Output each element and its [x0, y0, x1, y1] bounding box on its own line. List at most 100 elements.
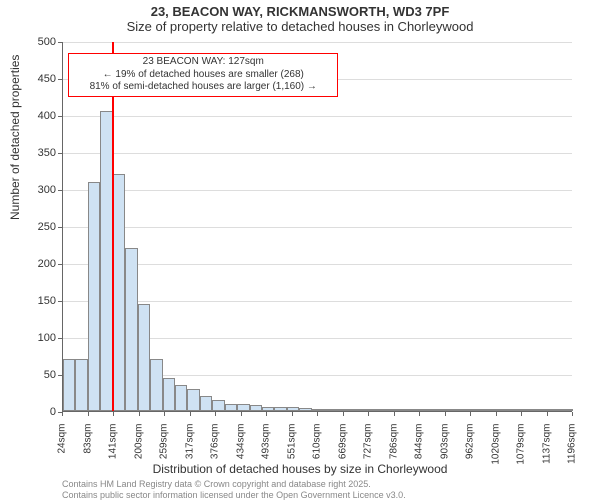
x-tick-mark — [547, 412, 548, 416]
histogram-bar — [523, 409, 535, 411]
x-tick-label: 727sqm — [363, 424, 374, 474]
y-tick-mark — [58, 264, 62, 265]
histogram-bar — [511, 409, 523, 411]
histogram-bar — [88, 182, 100, 411]
histogram-bar — [225, 404, 237, 411]
y-tick-mark — [58, 42, 62, 43]
callout-line1: 23 BEACON WAY: 127sqm — [73, 56, 333, 69]
x-tick-label: 903sqm — [439, 424, 450, 474]
histogram-bar — [125, 248, 137, 411]
gridline — [63, 264, 572, 265]
histogram-bar — [386, 409, 398, 411]
histogram-bar — [187, 389, 199, 411]
y-tick-mark — [58, 79, 62, 80]
histogram-bar — [299, 408, 311, 411]
histogram-bar — [399, 409, 411, 411]
histogram-bar — [486, 409, 498, 411]
y-tick-label: 300 — [16, 184, 56, 196]
x-tick-label: 83sqm — [82, 424, 93, 474]
gridline — [63, 190, 572, 191]
histogram-plot-area: 23 BEACON WAY: 127sqm← 19% of detached h… — [62, 42, 572, 412]
y-tick-label: 450 — [16, 73, 56, 85]
gridline — [63, 301, 572, 302]
gridline — [63, 42, 572, 43]
x-tick-mark — [113, 412, 114, 416]
histogram-bar — [449, 409, 461, 411]
x-tick-mark — [317, 412, 318, 416]
x-tick-mark — [470, 412, 471, 416]
x-tick-label: 200sqm — [133, 424, 144, 474]
gridline — [63, 227, 572, 228]
x-tick-mark — [215, 412, 216, 416]
y-tick-label: 100 — [16, 332, 56, 344]
x-tick-label: 493sqm — [261, 424, 272, 474]
y-tick-mark — [58, 116, 62, 117]
x-tick-label: 669sqm — [337, 424, 348, 474]
x-tick-label: 844sqm — [414, 424, 425, 474]
histogram-bar — [200, 396, 212, 411]
x-tick-mark — [88, 412, 89, 416]
histogram-bar — [274, 407, 286, 411]
histogram-bar — [150, 359, 162, 411]
x-tick-label: 1020sqm — [490, 424, 501, 474]
y-tick-label: 50 — [16, 369, 56, 381]
property-marker-line — [112, 42, 114, 411]
histogram-bar — [411, 409, 423, 411]
y-tick-mark — [58, 190, 62, 191]
callout-line3: 81% of semi-detached houses are larger (… — [73, 81, 333, 94]
x-tick-mark — [445, 412, 446, 416]
x-tick-label: 962sqm — [465, 424, 476, 474]
x-tick-mark — [394, 412, 395, 416]
footer-line2: Contains public sector information licen… — [62, 490, 406, 500]
y-tick-label: 250 — [16, 221, 56, 233]
histogram-bar — [424, 409, 436, 411]
y-tick-label: 500 — [16, 36, 56, 48]
x-tick-label: 786sqm — [388, 424, 399, 474]
title-line1: 23, BEACON WAY, RICKMANSWORTH, WD3 7PF — [0, 4, 600, 19]
histogram-bar — [349, 409, 361, 411]
x-tick-label: 1079sqm — [516, 424, 527, 474]
x-tick-label: 434sqm — [235, 424, 246, 474]
histogram-bar — [498, 409, 510, 411]
x-tick-mark — [164, 412, 165, 416]
attribution-footer: Contains HM Land Registry data © Crown c… — [62, 479, 406, 500]
x-tick-label: 24sqm — [57, 424, 68, 474]
gridline — [63, 116, 572, 117]
x-tick-mark — [190, 412, 191, 416]
y-tick-label: 150 — [16, 295, 56, 307]
y-tick-label: 350 — [16, 147, 56, 159]
x-tick-label: 141sqm — [108, 424, 119, 474]
histogram-bar — [473, 409, 485, 411]
histogram-bar — [362, 409, 374, 411]
y-tick-mark — [58, 375, 62, 376]
x-tick-label: 610sqm — [312, 424, 323, 474]
callout-line2: ← 19% of detached houses are smaller (26… — [73, 69, 333, 82]
chart-title-block: 23, BEACON WAY, RICKMANSWORTH, WD3 7PF S… — [0, 0, 600, 34]
histogram-bar — [163, 378, 175, 411]
histogram-bar — [561, 409, 573, 411]
histogram-bar — [324, 409, 336, 411]
histogram-bar — [175, 385, 187, 411]
histogram-bar — [337, 409, 349, 411]
histogram-bar — [237, 404, 249, 411]
x-tick-mark — [62, 412, 63, 416]
y-tick-label: 400 — [16, 110, 56, 122]
histogram-bar — [138, 304, 150, 411]
gridline — [63, 153, 572, 154]
x-tick-label: 551sqm — [286, 424, 297, 474]
x-tick-mark — [368, 412, 369, 416]
y-tick-mark — [58, 338, 62, 339]
y-tick-label: 200 — [16, 258, 56, 270]
y-tick-mark — [58, 227, 62, 228]
x-tick-label: 1137sqm — [541, 424, 552, 474]
y-tick-label: 0 — [16, 406, 56, 418]
x-tick-mark — [343, 412, 344, 416]
histogram-bar — [75, 359, 87, 411]
histogram-bar — [536, 409, 548, 411]
x-tick-label: 376sqm — [210, 424, 221, 474]
x-tick-mark — [139, 412, 140, 416]
x-tick-mark — [521, 412, 522, 416]
footer-line1: Contains HM Land Registry data © Crown c… — [62, 479, 406, 489]
histogram-bar — [262, 407, 274, 411]
y-tick-mark — [58, 153, 62, 154]
